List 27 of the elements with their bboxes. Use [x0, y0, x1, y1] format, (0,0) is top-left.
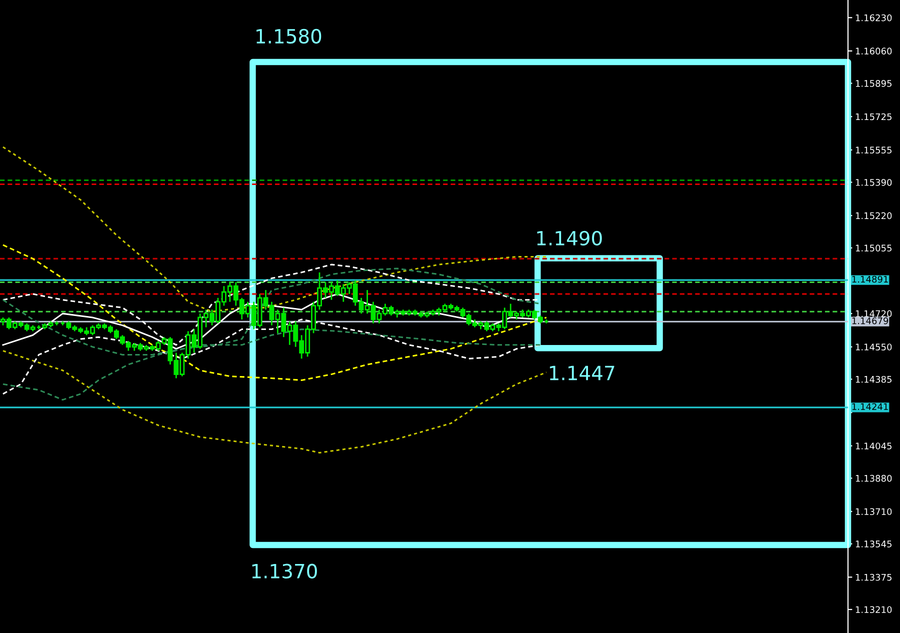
y-tick-label: 1.15390 [856, 178, 892, 186]
y-tick-label: 1.14720 [856, 310, 892, 318]
y-tick-label: 1.13710 [856, 508, 892, 516]
ref-line-label: 1.14679 [852, 317, 888, 324]
y-tick-label: 1.14385 [856, 376, 892, 383]
y-tick-label: 1.13210 [856, 606, 892, 614]
y-tick-label: 1.13375 [856, 574, 892, 581]
line-series [2, 318, 542, 395]
line-series [2, 244, 548, 381]
annotation: 1.1370 [252, 564, 317, 579]
ref-line-label: 1.14891 [852, 276, 888, 283]
annotation: 1.1447 [550, 366, 614, 380]
y-tick-label: 1.15895 [856, 80, 892, 87]
y-tick-label: 1.15725 [856, 113, 892, 120]
annotation: 1.1490 [537, 230, 602, 246]
annotation: 1.1580 [256, 28, 322, 44]
y-tick-label: 1.14550 [856, 344, 892, 350]
y-tick-label: 1.15055 [856, 244, 892, 252]
line-series [2, 350, 548, 454]
y-tick-label: 1.15220 [856, 212, 892, 220]
y-tick-label: 1.14045 [856, 442, 892, 450]
ref-line-label: 1.14241 [852, 403, 888, 410]
y-tick-label: 1.15555 [856, 146, 892, 154]
y-tick-label: 1.16230 [856, 14, 892, 22]
y-tick-label: 1.16060 [856, 48, 892, 55]
y-tick-label: 1.13880 [856, 474, 892, 482]
y-tick-label: 1.13545 [856, 540, 892, 548]
